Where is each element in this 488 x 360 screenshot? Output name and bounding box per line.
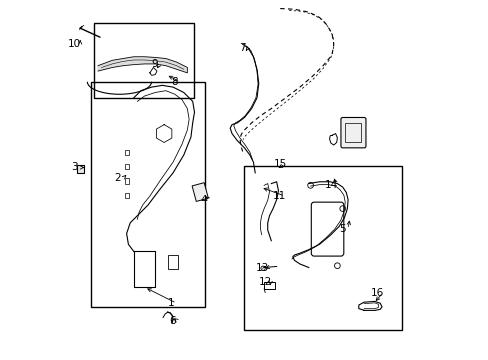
Text: 3: 3 bbox=[71, 162, 78, 172]
Bar bbox=[91, 82, 205, 307]
Bar bbox=[244, 166, 401, 330]
Bar bbox=[264, 282, 274, 289]
Text: 12: 12 bbox=[258, 277, 271, 287]
Bar bbox=[77, 165, 84, 173]
Text: 9: 9 bbox=[151, 59, 158, 69]
Bar bbox=[94, 23, 194, 98]
Bar bbox=[167, 255, 178, 269]
Bar bbox=[124, 164, 129, 169]
Text: 15: 15 bbox=[273, 159, 286, 169]
Text: 8: 8 bbox=[171, 77, 178, 87]
Text: 1: 1 bbox=[167, 298, 174, 308]
Bar bbox=[345, 123, 360, 143]
Text: 13: 13 bbox=[255, 262, 268, 273]
Text: 6: 6 bbox=[169, 316, 175, 326]
Text: 16: 16 bbox=[370, 288, 384, 297]
Text: 10: 10 bbox=[68, 39, 81, 49]
Text: 7: 7 bbox=[239, 43, 245, 53]
FancyBboxPatch shape bbox=[340, 117, 365, 148]
Bar bbox=[124, 193, 129, 198]
Text: 5: 5 bbox=[339, 224, 346, 234]
Text: 14: 14 bbox=[324, 180, 337, 190]
Text: 4: 4 bbox=[200, 195, 206, 204]
Text: 11: 11 bbox=[272, 191, 285, 201]
Polygon shape bbox=[98, 57, 187, 73]
Text: 2: 2 bbox=[114, 173, 121, 183]
Bar bbox=[124, 150, 129, 155]
Bar bbox=[124, 178, 129, 184]
Bar bbox=[192, 183, 208, 202]
